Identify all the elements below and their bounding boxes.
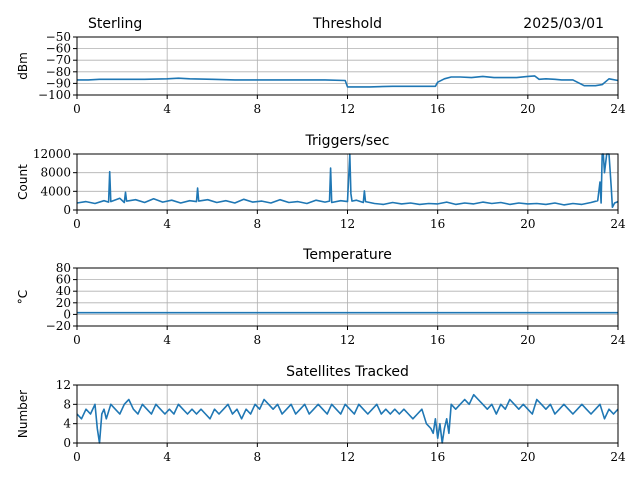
satellites-xtick-label: 24 [610,450,626,464]
threshold-ytick-label: −90 [46,76,71,90]
triggers-xtick-label: 0 [73,217,81,231]
threshold-xtick-label: 12 [340,102,355,116]
triggers-ytick-label: 8000 [40,166,71,180]
triggers-ytick-label: 12000 [33,147,71,161]
station-label: Sterling [88,16,142,32]
temperature-ytick-label: 60 [56,273,71,287]
threshold-ytick-label: −60 [46,42,71,56]
triggers-xtick-label: 16 [430,217,445,231]
satellites-ytick-label: 4 [63,417,71,431]
threshold-xtick-label: 8 [254,102,262,116]
threshold-ytick-label: −50 [46,30,71,44]
satellites-xtick-label: 0 [73,450,81,464]
temperature-ytick-label: −20 [46,319,71,333]
triggers-xtick-label: 12 [340,217,355,231]
temperature-xtick-label: 12 [340,333,355,347]
temperature-xtick-label: 8 [254,333,262,347]
temperature-title: Temperature [302,247,392,263]
satellites-ytick-label: 0 [63,436,71,450]
temperature-xtick-label: 0 [73,333,81,347]
satellites-ytick-label: 12 [56,378,71,392]
temperature-xtick-label: 4 [163,333,171,347]
satellites-xtick-label: 8 [254,450,262,464]
satellites-ytick-label: 8 [63,397,71,411]
threshold-panel: 0 4 8 12 16 20 24 −100−90−80−70−60−50 Threshold d… [16,16,626,116]
triggers-xtick-label: 8 [254,217,262,231]
threshold-xtick-label: 4 [163,102,171,116]
threshold-xtick-label: 0 [73,102,81,116]
triggers-panel: 0 4 8 12 16 20 24 0 4000 8000 12000 Triggers/sec Cou… [16,133,626,231]
satellites-xtick-label: 20 [520,450,535,464]
temperature-ytick-label: 80 [56,261,71,275]
satellites-panel: 0 4 8 12 16 20 24 0 4 8 12 Satellites Tracked Number [16,364,626,464]
satellites-series-line [76,393,619,444]
temperature-ylabel: °C [16,290,30,304]
threshold-ytick-label: −80 [46,65,71,79]
date-label: 2025/03/01 [523,16,604,32]
threshold-ytick-label: −100 [38,88,71,102]
threshold-ytick-label: −70 [46,53,71,67]
triggers-series-line [76,153,619,208]
panels: 0 4 8 12 16 20 24 −100−90−80−70−60−50 Threshold d… [16,16,626,464]
triggers-title: Triggers/sec [305,133,390,149]
satellites-xtick-label: 12 [340,450,355,464]
satellites-xtick-label: 16 [430,450,445,464]
temperature-ytick-label: 0 [63,307,71,321]
temperature-xtick-label: 16 [430,333,445,347]
triggers-xtick-label: 20 [520,217,535,231]
threshold-series-line [77,75,619,88]
threshold-xtick-label: 16 [430,102,445,116]
threshold-xtick-label: 24 [610,102,626,116]
triggers-ytick-label: 0 [63,203,71,217]
temperature-xtick-label: 24 [610,333,626,347]
satellites-ylabel: Number [16,390,30,438]
temperature-xtick-label: 20 [520,333,535,347]
triggers-xtick-label: 24 [610,217,626,231]
threshold-xtick-label: 20 [520,102,535,116]
satellites-xtick-label: 4 [163,450,171,464]
satellites-title: Satellites Tracked [286,364,409,380]
temperature-ytick-label: 40 [56,284,71,298]
threshold-title: Threshold [312,16,382,32]
triggers-ytick-label: 4000 [40,184,71,198]
threshold-ylabel: dBm [16,52,30,80]
temperature-ytick-label: 20 [56,296,71,310]
triggers-xtick-label: 4 [163,217,171,231]
triggers-ylabel: Count [16,164,30,200]
